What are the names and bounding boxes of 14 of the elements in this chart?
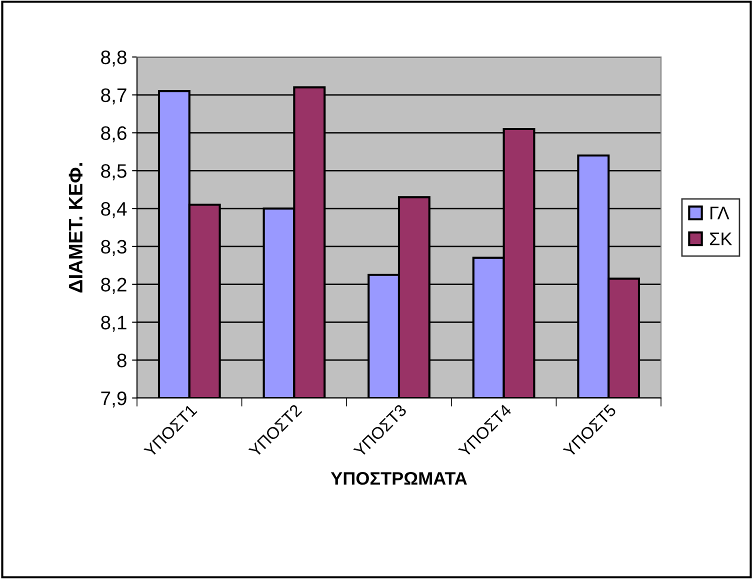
y-tick-label: 8,3 [101, 240, 126, 256]
x-axis-title: ΥΠΟΣΤΡΩΜΑΤΑ [330, 472, 467, 485]
legend-label: ΓΛ [710, 206, 730, 220]
y-tick-label: 8,5 [101, 164, 126, 180]
y-tick-label: 8,2 [101, 278, 126, 294]
y-tick-label: 8 [117, 354, 126, 368]
y-tick-label: 8,1 [101, 316, 126, 332]
y-tick-label: 8,7 [101, 88, 126, 104]
y-tick-label: 8,4 [101, 202, 127, 218]
y-tick-label: 8,6 [101, 126, 126, 142]
y-tick-label: 7,9 [101, 391, 126, 408]
y-tick-label: 8,8 [101, 50, 126, 67]
legend-label: ΣΚ [710, 232, 732, 246]
y-axis-title: ΔΙΑΜΕΤ. ΚΕΦ. [68, 163, 82, 292]
